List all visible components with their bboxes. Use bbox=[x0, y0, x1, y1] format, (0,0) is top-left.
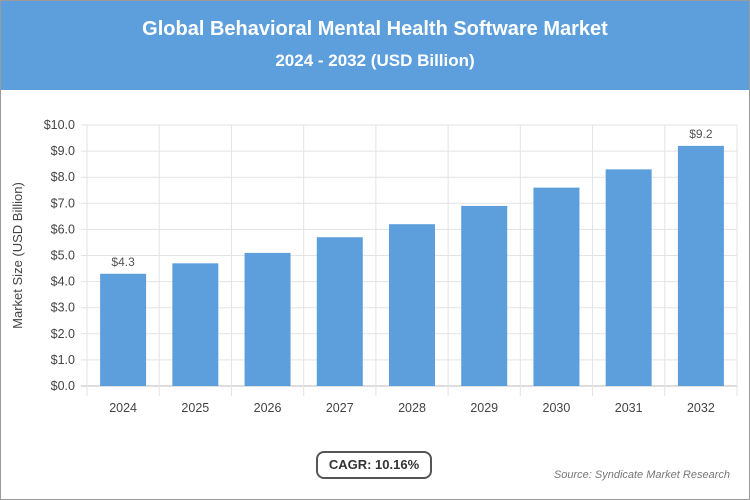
bar-2030 bbox=[533, 187, 580, 386]
bar-2031 bbox=[605, 169, 652, 386]
x-tick-label: 2028 bbox=[398, 401, 426, 415]
y-tick-label: $10.0 bbox=[44, 118, 75, 132]
x-tick-label: 2025 bbox=[181, 401, 209, 415]
bar-2029 bbox=[461, 205, 508, 386]
y-tick-label: $3.0 bbox=[51, 301, 75, 315]
bar-2028 bbox=[389, 224, 435, 386]
y-tick-label: $6.0 bbox=[51, 222, 75, 236]
bar-2032 bbox=[677, 145, 724, 386]
bar-2025 bbox=[172, 263, 219, 386]
x-tick-label: 2030 bbox=[543, 401, 571, 415]
x-tick-label: 2032 bbox=[687, 401, 715, 415]
y-tick-label: $0.0 bbox=[51, 379, 75, 393]
y-tick-label: $8.0 bbox=[51, 170, 75, 184]
source-note: Source: Syndicate Market Research bbox=[553, 469, 730, 481]
x-tick-label: 2026 bbox=[254, 401, 282, 415]
x-tick-label: 2031 bbox=[615, 401, 643, 415]
y-tick-label: $7.0 bbox=[51, 196, 75, 210]
x-tick-label: 2027 bbox=[326, 401, 354, 415]
y-tick-label: $9.0 bbox=[51, 144, 75, 158]
chart-header: Global Behavioral Mental Health Software… bbox=[1, 1, 749, 90]
x-tick-label: 2024 bbox=[109, 401, 137, 415]
cagr-badge: CAGR: 10.16% bbox=[316, 451, 432, 479]
y-tick-label: $5.0 bbox=[51, 249, 75, 263]
bar-2024 bbox=[100, 273, 147, 386]
y-tick-label: $4.0 bbox=[51, 275, 75, 289]
y-axis-label: Market Size (USD Billion) bbox=[10, 182, 25, 329]
y-tick-label: $2.0 bbox=[51, 327, 75, 341]
data-label: $9.2 bbox=[689, 127, 713, 141]
y-tick-label: $1.0 bbox=[51, 353, 75, 367]
chart-title: Global Behavioral Mental Health Software… bbox=[142, 18, 608, 40]
bar-2026 bbox=[244, 252, 291, 386]
data-label: $4.3 bbox=[111, 255, 135, 269]
chart-subtitle: 2024 - 2032 (USD Billion) bbox=[275, 51, 475, 70]
bar-2027 bbox=[316, 237, 363, 386]
x-tick-label: 2029 bbox=[470, 401, 498, 415]
